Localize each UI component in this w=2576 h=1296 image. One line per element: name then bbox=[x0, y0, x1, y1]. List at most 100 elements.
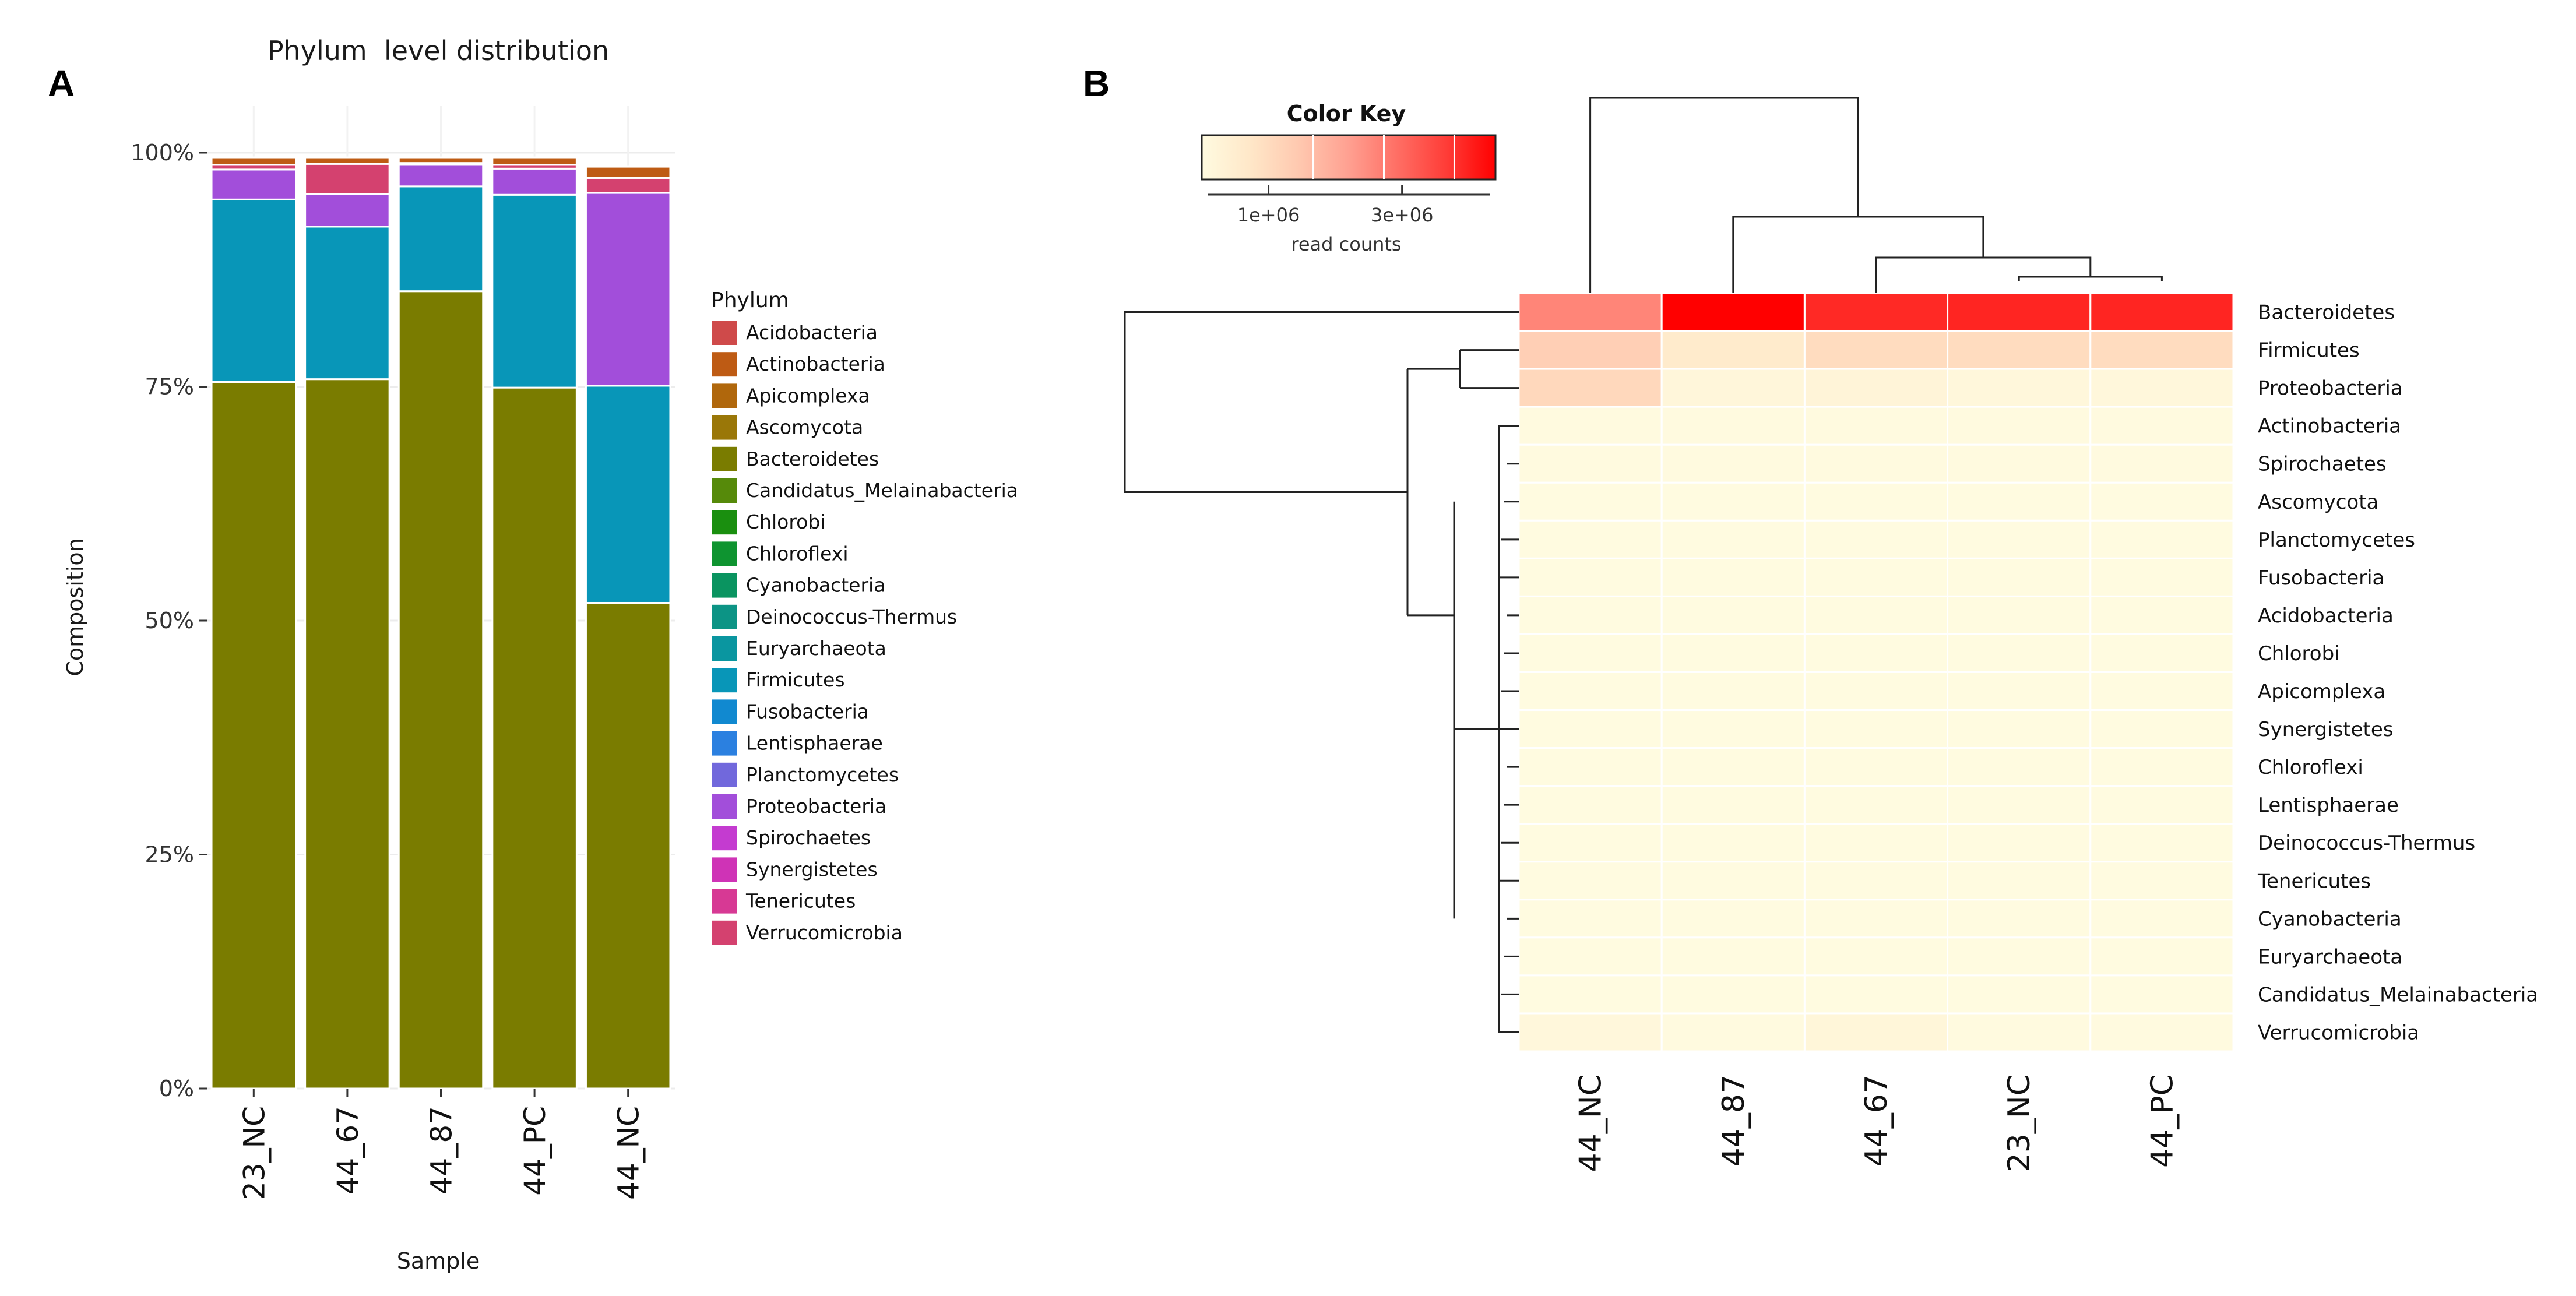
cell-planctomycetes-44-pc bbox=[2089, 519, 2234, 559]
cell-fusobacteria-44-nc bbox=[1518, 557, 1663, 597]
cell-synergistetes-44-nc bbox=[1518, 709, 1663, 749]
row-label: Bacteroidetes bbox=[2258, 301, 2395, 325]
legend-swatch-bacteroidetes bbox=[712, 446, 737, 471]
legend-label: Candidatus_Melainabacteria bbox=[746, 479, 1018, 502]
legend-label: Planctomycetes bbox=[746, 763, 899, 786]
bar-44-pc-actinobacteria bbox=[491, 156, 578, 166]
bar-23-nc-firmicutes bbox=[210, 198, 297, 383]
row-label: Tenericutes bbox=[2257, 869, 2371, 893]
legend-label: Chlorobi bbox=[746, 510, 825, 533]
cell-spirochaetes-44-87 bbox=[1660, 443, 1806, 484]
cell-acidobacteria-23-nc bbox=[1947, 595, 2092, 635]
legend-swatch-chlorobi bbox=[712, 510, 737, 535]
row-label: Euryarchaeota bbox=[2258, 945, 2402, 969]
legend-label: Cyanobacteria bbox=[746, 574, 885, 597]
cell-lentisphaerae-44-87 bbox=[1660, 785, 1806, 825]
cell-lentisphaerae-23-nc bbox=[1947, 785, 2092, 825]
panel-label-b: B bbox=[1083, 62, 1110, 104]
column-label: 44_PC bbox=[2145, 1075, 2180, 1168]
cell-spirochaetes-44-nc bbox=[1518, 443, 1663, 484]
x-axis-ticks: 23_NC 44_67 44_87 44_PC 44_NC bbox=[237, 1089, 646, 1200]
legend-swatch-actinobacteria bbox=[712, 352, 737, 377]
bar-44-67-firmicutes bbox=[304, 226, 390, 381]
cell-spirochaetes-44-pc bbox=[2089, 443, 2234, 484]
cell-apicomplexa-44-87 bbox=[1660, 671, 1806, 712]
legend-swatch-synergistetes bbox=[712, 857, 737, 882]
stacked-bar-chart: Phylum level distribution 0% 25% 50% 75% 100… bbox=[62, 35, 1018, 1274]
column-label: 44_NC bbox=[1574, 1075, 1609, 1172]
legend-swatch-candidatus-melainabacteria bbox=[712, 478, 737, 503]
row-label: Spirochaetes bbox=[2258, 453, 2387, 476]
cell-bacteroidetes-23-nc bbox=[1947, 292, 2092, 332]
cell-ascomycota-44-87 bbox=[1660, 481, 1806, 522]
cell-ascomycota-44-pc bbox=[2089, 481, 2234, 522]
cell-synergistetes-44-pc bbox=[2089, 709, 2234, 749]
dendrogram-branch bbox=[1124, 311, 1519, 494]
cell-chlorobi-23-nc bbox=[1947, 633, 2092, 673]
cell-candidatus-melainabacteria-44-pc bbox=[2089, 974, 2234, 1015]
row-label: Cyanobacteria bbox=[2258, 907, 2402, 931]
cell-actinobacteria-23-nc bbox=[1947, 406, 2092, 446]
x-tick-label: 23_NC bbox=[237, 1106, 271, 1200]
cell-chloroflexi-44-nc bbox=[1518, 747, 1663, 787]
row-label: Synergistetes bbox=[2258, 718, 2394, 741]
cell-verrucomicrobia-44-87 bbox=[1660, 1012, 1806, 1052]
cell-actinobacteria-44-87 bbox=[1660, 406, 1806, 446]
bar-44-87-actinobacteria bbox=[397, 156, 484, 164]
row-label: Verrucomicrobia bbox=[2258, 1021, 2419, 1044]
bar-44-nc-firmicutes bbox=[585, 385, 671, 604]
cell-synergistetes-44-87 bbox=[1660, 709, 1806, 749]
legend-label: Bacteroidetes bbox=[746, 448, 879, 470]
row-dendrogram bbox=[1124, 311, 1519, 1033]
legend-label: Apicomplexa bbox=[746, 384, 870, 407]
legend-swatch-spirochaetes bbox=[712, 826, 737, 851]
cell-firmicutes-44-67 bbox=[1803, 330, 1949, 370]
y-tick-label: 50% bbox=[145, 608, 194, 633]
legend-swatch-proteobacteria bbox=[712, 794, 737, 819]
bar-44-67-proteobacteria bbox=[304, 193, 390, 228]
cell-verrucomicrobia-44-67 bbox=[1803, 1012, 1949, 1052]
legend-swatch-euryarchaeota bbox=[712, 636, 737, 661]
bar-23-nc-proteobacteria bbox=[210, 168, 297, 200]
legend-title: Phylum bbox=[711, 288, 789, 312]
cell-verrucomicrobia-23-nc bbox=[1947, 1012, 2092, 1052]
legend-swatch-verrucomicrobia bbox=[712, 920, 737, 945]
cell-ascomycota-23-nc bbox=[1947, 481, 2092, 522]
legend-label: Firmicutes bbox=[746, 668, 845, 691]
cell-chloroflexi-23-nc bbox=[1947, 747, 2092, 787]
legend-swatch-chloroflexi bbox=[712, 541, 737, 566]
cell-chloroflexi-44-pc bbox=[2089, 747, 2234, 787]
legend-label: Synergistetes bbox=[746, 858, 878, 881]
legend-swatch-planctomycetes bbox=[712, 762, 737, 787]
cell-firmicutes-23-nc bbox=[1947, 330, 2092, 370]
cell-euryarchaeota-44-87 bbox=[1660, 936, 1806, 977]
row-label: Planctomycetes bbox=[2258, 529, 2415, 552]
dendrogram-branch bbox=[1732, 216, 1984, 293]
dendrogram-branch bbox=[2018, 276, 2163, 281]
row-label: Firmicutes bbox=[2258, 339, 2360, 362]
row-label: Actinobacteria bbox=[2258, 415, 2401, 438]
cell-tenericutes-44-pc bbox=[2089, 861, 2234, 901]
bar-44-nc-actinobacteria bbox=[585, 165, 671, 179]
row-label: Fusobacteria bbox=[2258, 566, 2384, 590]
cell-ascomycota-44-67 bbox=[1803, 481, 1949, 522]
dendrogram-branch bbox=[1589, 97, 1859, 293]
cell-fusobacteria-44-pc bbox=[2089, 557, 2234, 597]
color-key: Color Key read counts 1e+06 3e+06 bbox=[1201, 101, 1497, 255]
cell-euryarchaeota-44-pc bbox=[2089, 936, 2234, 977]
cell-proteobacteria-44-pc bbox=[2089, 368, 2234, 408]
cell-lentisphaerae-44-nc bbox=[1518, 785, 1663, 825]
cell-proteobacteria-44-nc bbox=[1518, 368, 1663, 408]
cell-fusobacteria-23-nc bbox=[1947, 557, 2092, 597]
bar-44-nc-verrucomicrobia bbox=[585, 177, 671, 194]
cell-candidatus-melainabacteria-44-67 bbox=[1803, 974, 1949, 1015]
cell-chloroflexi-44-87 bbox=[1660, 747, 1806, 787]
cell-firmicutes-44-pc bbox=[2089, 330, 2234, 370]
bar-44-87-bacteroidetes bbox=[397, 290, 484, 1090]
row-label: Acidobacteria bbox=[2258, 604, 2394, 628]
row-label: Apicomplexa bbox=[2258, 680, 2385, 703]
cell-synergistetes-44-67 bbox=[1803, 709, 1949, 749]
column-label: 44_67 bbox=[1859, 1075, 1894, 1167]
cell-tenericutes-23-nc bbox=[1947, 861, 2092, 901]
legend-swatch-ascomycota bbox=[712, 415, 737, 440]
